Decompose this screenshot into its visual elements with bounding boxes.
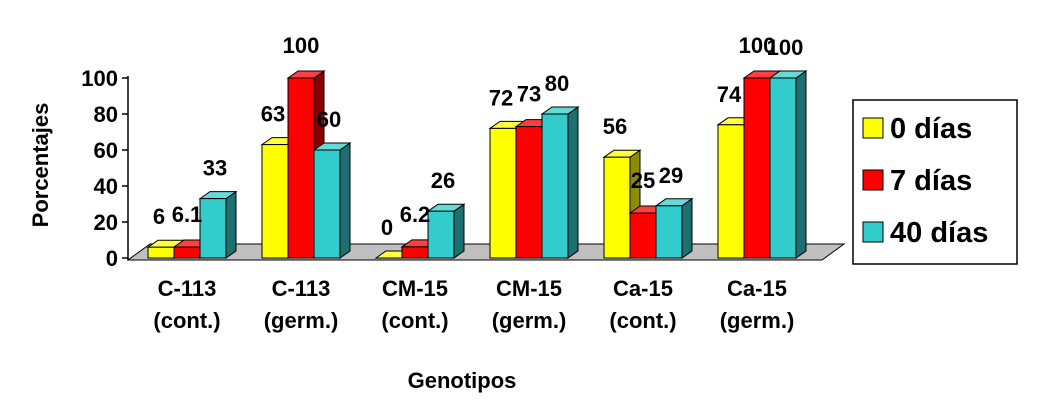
bar-front-face (769, 77, 797, 259)
category-label-3: CM-15 (germ.) (492, 276, 567, 333)
y-tick-label: 40 (94, 174, 118, 199)
y-axis: 0 20 40 60 80 100 (81, 66, 129, 271)
category-label-1: C-113 (germ.) (264, 276, 339, 333)
bar-front-face (173, 246, 201, 259)
data-label-0-5: 74 (717, 82, 742, 107)
data-label-2-3: 80 (545, 71, 569, 96)
bar-front-face (401, 246, 429, 259)
legend-item-2: 40 días (862, 217, 988, 249)
bar-2-5 (768, 70, 808, 259)
data-label-0-1: 63 (261, 102, 285, 127)
legend-swatch (862, 221, 884, 243)
bar-front-face (489, 127, 517, 259)
bar-front-face (743, 77, 771, 259)
category-label-0: C-113 (cont.) (153, 276, 220, 333)
bar-front-face (313, 149, 341, 259)
bar-front-face (655, 205, 683, 259)
data-label-2-5: 100 (767, 35, 804, 60)
bar-front-face (515, 126, 543, 259)
category-label-2: CM-15 (cont.) (381, 276, 448, 333)
bars-group (146, 70, 808, 259)
data-label-1-5: 100 (739, 33, 776, 58)
bar-2-2 (426, 203, 466, 259)
bar-front-face (541, 113, 569, 259)
data-label-2-0: 33 (203, 156, 227, 181)
data-label-1-1: 100 (283, 33, 320, 58)
x-axis-title: Genotipos (408, 368, 517, 393)
x-axis-categories: C-113 (cont.) C-113 (germ.) CM-15 (cont.) CM-1… (153, 276, 794, 333)
bar-side-face (339, 142, 351, 259)
data-label-0-2: 0 (381, 215, 393, 240)
bar-side-face (795, 70, 807, 259)
y-tick-label: 0 (106, 246, 118, 271)
data-label-2-1: 60 (317, 107, 341, 132)
data-label-0-3: 72 (489, 85, 513, 110)
data-label-0-0: 6 (153, 204, 165, 229)
category-label-4: Ca-15 (cont.) (609, 276, 676, 333)
legend-item-0: 0 días (862, 113, 972, 145)
y-axis-title: Porcentajes (28, 103, 53, 228)
y-tick-label: 20 (94, 210, 118, 235)
data-label-2-4: 29 (659, 163, 683, 188)
data-label-1-4: 25 (631, 168, 655, 193)
bar-front-face (629, 212, 657, 259)
y-tick-label: 80 (94, 102, 118, 127)
bar-2-1 (312, 142, 352, 259)
data-label-1-3: 73 (517, 82, 541, 107)
data-label-1-0: 6.1 (172, 202, 203, 227)
bar-front-face (717, 124, 745, 259)
legend-label: 40 días (890, 217, 988, 249)
legend: 0 días 7 días 40 días (852, 99, 1018, 265)
bar-front-face (427, 210, 455, 259)
bar-front-face (147, 246, 175, 259)
bar-side-face (225, 190, 237, 259)
legend-label: 0 días (890, 113, 972, 145)
y-tick-label: 60 (94, 138, 118, 163)
bar-2-3 (540, 106, 580, 259)
bar-side-face (681, 197, 693, 259)
bar-side-face (567, 106, 579, 259)
legend-swatch (862, 117, 884, 139)
legend-item-1: 7 días (862, 165, 972, 197)
y-tick-label: 100 (81, 66, 118, 91)
legend-swatch (862, 169, 884, 191)
bar-front-face (287, 77, 315, 259)
bar-side-face (453, 203, 465, 259)
data-label-0-4: 56 (603, 114, 627, 139)
bar-2-0 (198, 190, 238, 259)
category-label-5: Ca-15 (germ.) (720, 276, 795, 333)
bar-2-4 (654, 197, 694, 259)
bar-front-face (261, 144, 289, 259)
legend-label: 7 días (890, 165, 972, 197)
data-label-1-2: 6.2 (400, 202, 431, 227)
bar-front-face (603, 156, 631, 259)
data-label-2-2: 26 (431, 168, 455, 193)
bar-front-face (199, 198, 227, 259)
